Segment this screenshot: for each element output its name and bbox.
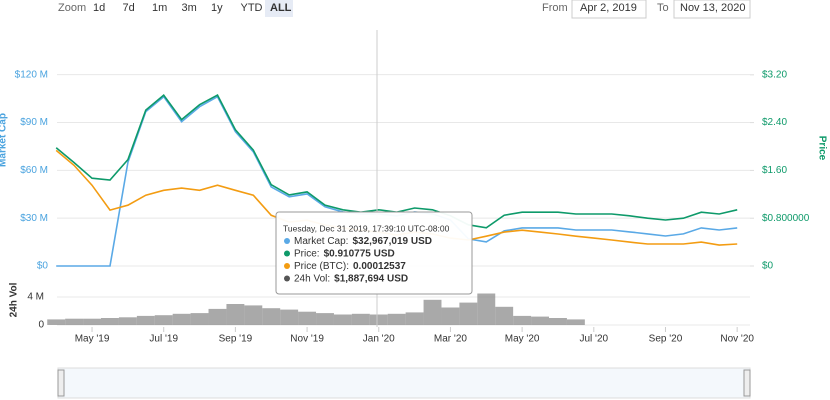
volume-bar (172, 313, 191, 325)
volume-bar (262, 308, 281, 325)
tooltip-value: $0.910775 USD (324, 248, 395, 259)
tooltip-label: Market Cap: (294, 236, 348, 247)
zoom-button[interactable]: ALL (270, 2, 292, 14)
tooltip-value: $32,967,019 USD (352, 236, 432, 247)
volume-bar (423, 299, 442, 325)
navigator-handle[interactable] (743, 369, 751, 397)
volume-bar (154, 315, 173, 325)
tooltip-date: Tuesday, Dec 31 2019, 17:39:10 UTC-08:00 (283, 223, 450, 233)
tooltip-bullet (284, 263, 290, 269)
navigator[interactable] (57, 367, 751, 399)
tooltip-label: Price (BTC): (294, 261, 349, 272)
y-tick-label: $90 M (20, 117, 48, 128)
zoom-button[interactable]: 1m (152, 2, 167, 14)
tooltip-row: Market Cap: $32,967,019 USD (294, 236, 432, 247)
y2-tick-label: $0 (762, 261, 774, 272)
tooltip-bullet (284, 275, 290, 282)
to-value[interactable]: Nov 13, 2020 (680, 2, 745, 14)
volume-bar (477, 293, 496, 325)
x-tick-label: Sep '19 (219, 334, 253, 345)
y-axis-title: Market Cap (0, 113, 9, 167)
volume-bar (280, 309, 299, 325)
zoom-button[interactable]: YTD (241, 2, 263, 14)
volume-bar (405, 312, 424, 325)
tooltip-row: Price (BTC): 0.00012537 (294, 261, 406, 272)
volume-bar (316, 313, 334, 325)
volume-bar (118, 317, 137, 325)
volume-bar (387, 313, 406, 325)
y2-tick-label: $2.40 (762, 117, 787, 128)
zoom-button[interactable]: 1y (211, 2, 223, 14)
volume-bar (65, 318, 84, 325)
y-tick-label: $0 (37, 261, 49, 272)
volume-bar (101, 318, 119, 325)
volume-bar (333, 314, 352, 325)
y-axis-title: 24h Vol (9, 282, 20, 317)
volume-bar (441, 307, 460, 325)
x-tick-label: Sep '20 (649, 334, 683, 345)
zoom-button[interactable]: 1d (93, 2, 105, 14)
tooltip-row: Price: $0.910775 USD (294, 248, 395, 259)
volume-bar (351, 313, 370, 325)
tooltip-value: 0.00012537 (353, 261, 406, 272)
tooltip-bullet (284, 238, 290, 244)
to-label: To (657, 2, 669, 14)
y-tick-label: $120 M (15, 69, 48, 80)
zoom-button[interactable]: 3m (182, 2, 197, 14)
volume-bar (369, 314, 388, 325)
volume-bar (298, 311, 317, 325)
y2-tick-label: $3.20 (762, 69, 787, 80)
from-value[interactable]: Apr 2, 2019 (580, 2, 637, 14)
tooltip-value: $1,887,694 USD (334, 273, 408, 284)
volume-bar (208, 308, 227, 325)
volume-bar (244, 305, 263, 325)
y2-tick-label: $1.60 (762, 165, 787, 176)
tooltip-label: 24h Vol: (294, 273, 330, 284)
x-tick-label: Mar '20 (434, 334, 467, 345)
volume-bar (495, 306, 514, 325)
y-tick-label: $60 M (20, 165, 48, 176)
volume-bar (136, 315, 155, 325)
zoom-button-bg[interactable] (265, 0, 293, 17)
zoom-button[interactable]: 7d (123, 2, 135, 14)
x-tick-label: May '19 (75, 334, 110, 345)
tooltip-box (275, 211, 473, 295)
volume-bar (566, 319, 585, 325)
navigator-handle[interactable] (57, 369, 65, 397)
x-tick-label: Nov '20 (720, 334, 754, 345)
zoom-label: Zoom (58, 2, 86, 14)
x-tick-label: Nov '19 (290, 334, 324, 345)
volume-bar (459, 302, 478, 325)
to-input[interactable] (673, 0, 751, 19)
x-tick-label: Jan '20 (363, 334, 395, 345)
tooltip-bullet (284, 250, 290, 257)
y-tick-label: $30 M (20, 213, 48, 224)
series-line (55, 93, 738, 229)
x-tick-label: Jul '20 (580, 334, 609, 345)
volume-bar (226, 304, 245, 325)
tooltip-row: 24h Vol: $1,887,694 USD (294, 273, 408, 284)
y-tick-label: 0 (38, 320, 44, 331)
from-label: From (542, 2, 568, 14)
y2-tick-label: $0.800000 (762, 213, 810, 224)
x-tick-label: May '20 (505, 334, 540, 345)
y-tick-label: 4 M (27, 292, 44, 303)
tooltip-label: Price: (294, 248, 320, 259)
y2-axis-title: Price (816, 136, 827, 161)
x-tick-label: Jul '19 (149, 334, 178, 345)
volume-bar (549, 318, 567, 325)
from-input[interactable] (571, 0, 647, 19)
volume-bar (531, 316, 549, 325)
volume-bar (190, 313, 209, 325)
volume-bar (513, 315, 532, 325)
volume-bar (83, 318, 101, 325)
volume-bar (47, 319, 66, 325)
